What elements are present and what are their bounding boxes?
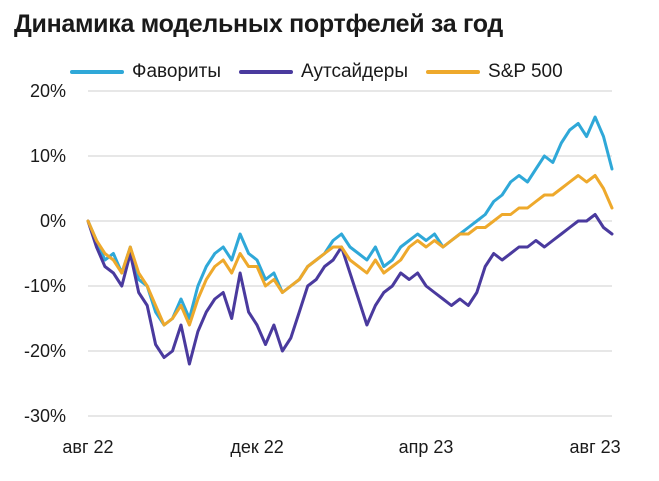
legend-label-outsiders: Аутсайдеры [301, 61, 409, 82]
y-tick-label: 10% [30, 146, 66, 166]
legend-label-sp500: S&P 500 [488, 61, 563, 82]
legend-item-favorites: Фавориты [70, 61, 221, 83]
y-tick-label: -20% [24, 341, 66, 361]
y-axis-tick-labels: 20% 10% 0% -10% -20% -30% [24, 81, 66, 426]
x-tick-label: дек 22 [230, 437, 283, 457]
legend-item-sp500: S&P 500 [426, 61, 563, 83]
y-tick-label: -30% [24, 406, 66, 426]
legend-swatch-sp500 [426, 70, 481, 74]
y-tick-label: 20% [30, 81, 66, 101]
x-tick-label: авг 23 [570, 437, 621, 457]
gridlines [88, 90, 612, 417]
x-tick-label: апр 23 [399, 437, 454, 457]
y-tick-label: 0% [40, 211, 66, 231]
x-axis-tick-labels: авг 22 дек 22 апр 23 авг 23 [62, 437, 620, 457]
legend-label-favorites: Фавориты [132, 61, 221, 82]
series-lines [86, 115, 614, 366]
legend-item-outsiders: Аутсайдеры [239, 61, 408, 83]
chart-title: Динамика модельных портфелей за год [14, 10, 503, 38]
series-line-2 [86, 174, 614, 327]
x-tick-label: авг 22 [62, 437, 113, 457]
chart-legend: Фавориты Аутсайдеры S&P 500 [70, 61, 563, 83]
series-line-1 [86, 213, 614, 366]
legend-swatch-outsiders [239, 70, 293, 74]
legend-swatch-favorites [70, 70, 124, 74]
y-tick-label: -10% [24, 276, 66, 296]
